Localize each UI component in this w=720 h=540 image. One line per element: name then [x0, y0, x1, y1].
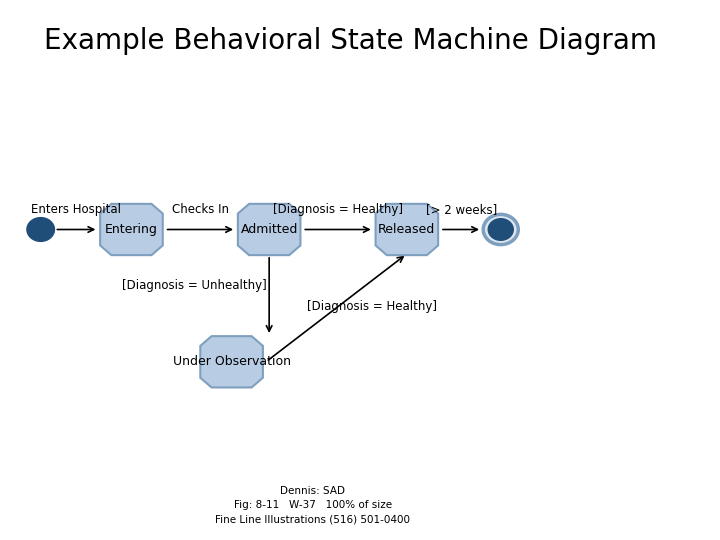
Polygon shape — [238, 204, 300, 255]
Text: Admitted: Admitted — [240, 223, 298, 236]
Circle shape — [488, 219, 513, 240]
Circle shape — [483, 214, 518, 245]
Text: [Diagnosis = Healthy]: [Diagnosis = Healthy] — [273, 203, 403, 216]
Text: Released: Released — [378, 223, 436, 236]
Circle shape — [27, 218, 55, 241]
Polygon shape — [100, 204, 163, 255]
Text: [> 2 weeks]: [> 2 weeks] — [426, 203, 497, 216]
Text: Under Observation: Under Observation — [173, 355, 291, 368]
Text: Example Behavioral State Machine Diagram: Example Behavioral State Machine Diagram — [44, 27, 657, 55]
Polygon shape — [376, 204, 438, 255]
Text: Checks In: Checks In — [172, 203, 229, 216]
Text: Enters Hospital: Enters Hospital — [32, 203, 122, 216]
Polygon shape — [200, 336, 263, 388]
Text: Entering: Entering — [105, 223, 158, 236]
Text: [Diagnosis = Unhealthy]: [Diagnosis = Unhealthy] — [122, 279, 266, 292]
Text: Dennis: SAD
Fig: 8-11   W-37   100% of size
Fine Line Illustrations (516) 501-04: Dennis: SAD Fig: 8-11 W-37 100% of size … — [215, 486, 410, 524]
Text: [Diagnosis = Healthy]: [Diagnosis = Healthy] — [307, 300, 438, 313]
